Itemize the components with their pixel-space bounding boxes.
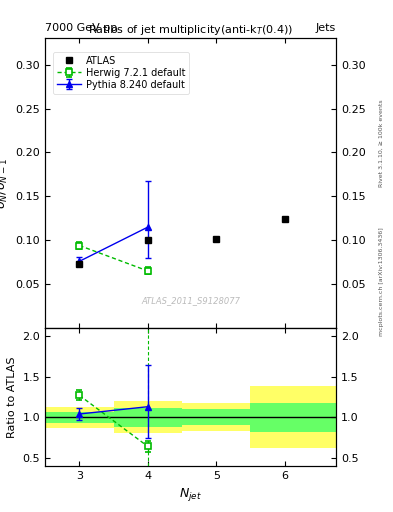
ATLAS: [145, 237, 150, 243]
Text: Jets: Jets: [316, 23, 336, 33]
Y-axis label: Ratio to ATLAS: Ratio to ATLAS: [7, 356, 17, 438]
Title: Ratios of jet multiplicity(anti-k$_T$(0.4)): Ratios of jet multiplicity(anti-k$_T$(0.…: [88, 23, 293, 37]
ATLAS: [77, 261, 82, 267]
Line: ATLAS: ATLAS: [76, 216, 288, 267]
ATLAS: [214, 237, 219, 243]
Y-axis label: $\sigma_N/\sigma_{N-1}$: $\sigma_N/\sigma_{N-1}$: [0, 158, 10, 209]
Text: 7000 GeV pp: 7000 GeV pp: [45, 23, 118, 33]
Text: mcplots.cern.ch [arXiv:1306.3436]: mcplots.cern.ch [arXiv:1306.3436]: [379, 227, 384, 336]
Legend: ATLAS, Herwig 7.2.1 default, Pythia 8.240 default: ATLAS, Herwig 7.2.1 default, Pythia 8.24…: [53, 52, 189, 94]
Text: ATLAS_2011_S9128077: ATLAS_2011_S9128077: [141, 296, 240, 305]
ATLAS: [282, 216, 287, 222]
Text: Rivet 3.1.10, ≥ 100k events: Rivet 3.1.10, ≥ 100k events: [379, 99, 384, 187]
X-axis label: $N_{jet}$: $N_{jet}$: [179, 486, 202, 503]
